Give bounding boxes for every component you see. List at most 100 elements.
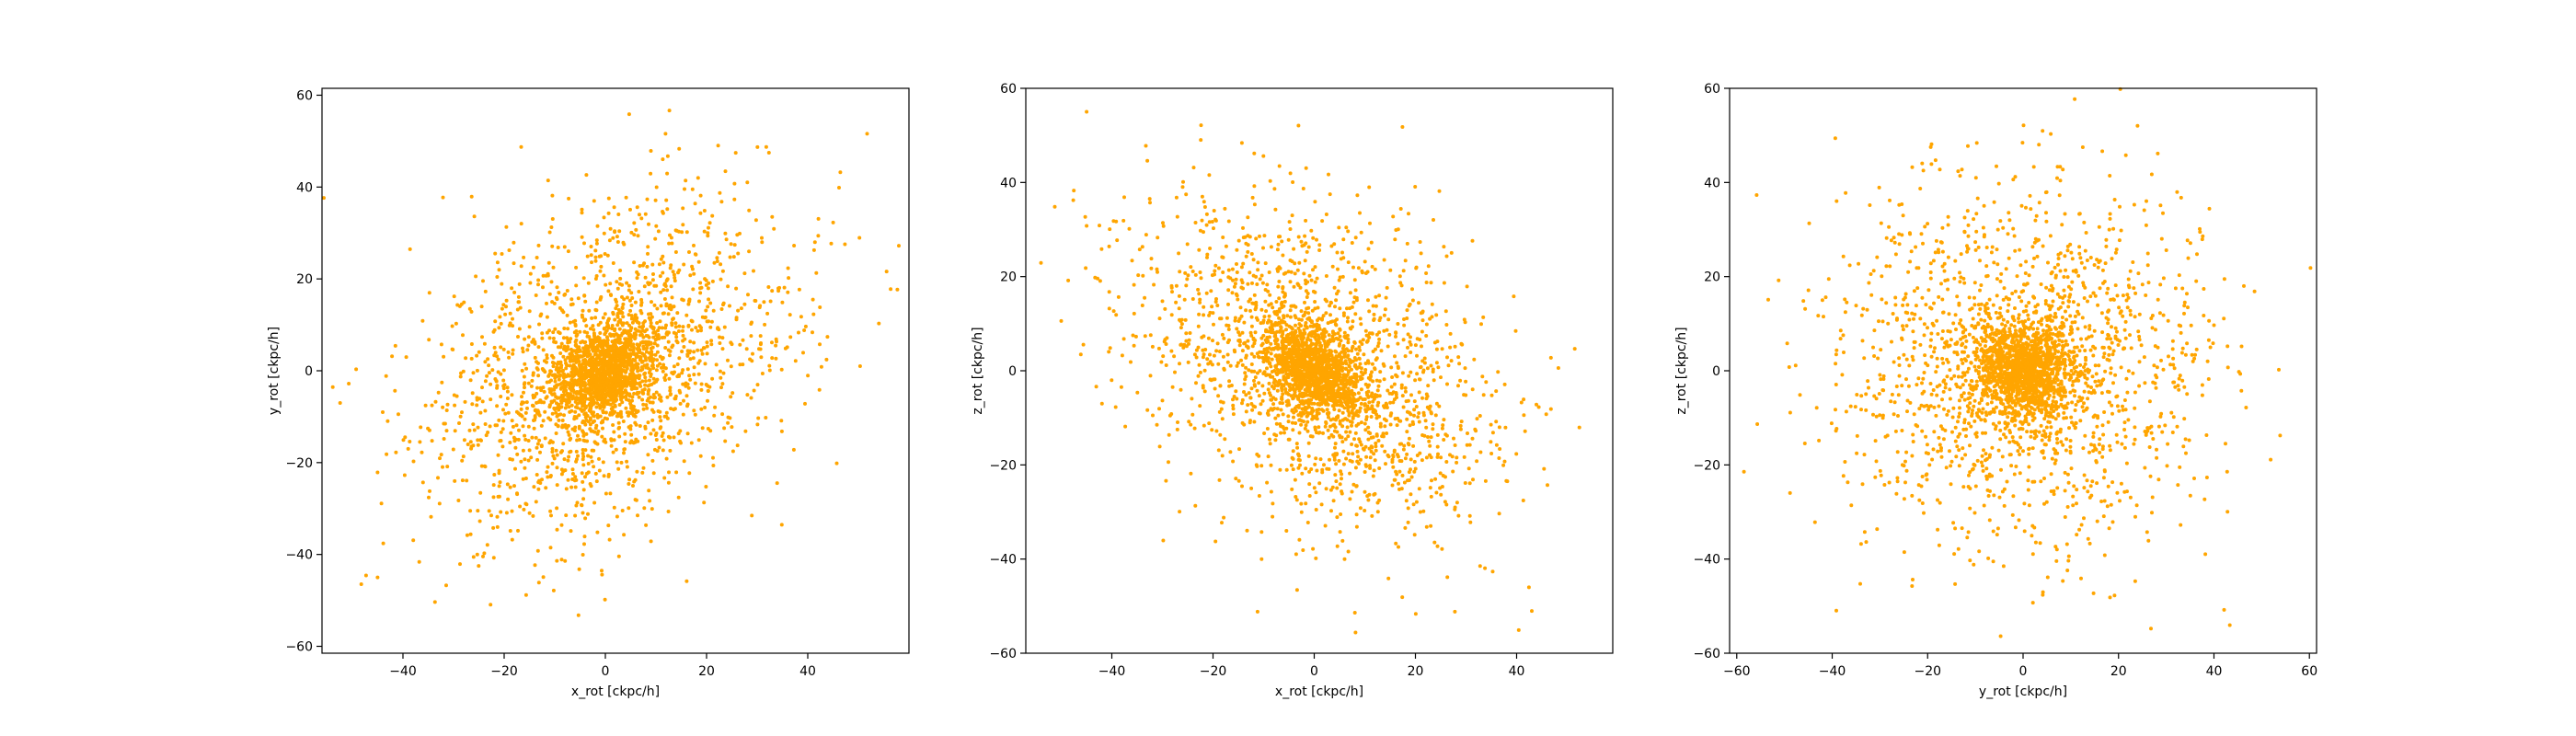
scatter-point [627, 112, 631, 117]
scatter-point [1190, 270, 1195, 273]
scatter-point [1369, 240, 1374, 245]
scatter-point [330, 385, 335, 389]
scatter-point [1281, 286, 1285, 291]
scatter-point [632, 221, 637, 225]
scatter-point [690, 328, 694, 332]
scatter-point [543, 436, 547, 441]
scatter-point [676, 329, 681, 333]
scatter-point [1374, 432, 1379, 437]
scatter-point [1483, 566, 1488, 570]
scatter-point [605, 377, 610, 382]
scatter-point [616, 319, 621, 324]
scatter-point [533, 339, 537, 344]
scatter-point [612, 430, 616, 434]
scatter-point [687, 374, 692, 378]
scatter-point [652, 341, 657, 346]
scatter-point [1432, 378, 1436, 383]
scatter-point [1489, 452, 1494, 455]
scatter-point [606, 211, 611, 215]
scatter-point [646, 251, 650, 256]
scatter-point [537, 413, 542, 418]
scatter-point [767, 368, 772, 373]
scatter-point [1242, 390, 1246, 394]
scatter-point [581, 454, 586, 459]
scatter-point [698, 193, 703, 198]
scatter-point [497, 471, 501, 476]
x-tick-label: 40 [799, 664, 816, 679]
scatter-point [636, 234, 640, 238]
scatter-point [567, 432, 571, 437]
scatter-point [509, 431, 513, 435]
scatter-point [1249, 362, 1254, 366]
scatter-point [1207, 421, 1212, 426]
scatter-point [1240, 397, 1245, 402]
scatter-point [529, 455, 534, 460]
scatter-point [1416, 415, 1420, 420]
scatter-point [1317, 425, 1321, 430]
scatter-point [1107, 290, 1111, 294]
x-tick-label: −40 [389, 664, 417, 679]
scatter-point [617, 229, 622, 234]
scatter-point [1332, 242, 1337, 247]
scatter-point [523, 417, 527, 421]
scatter-point [674, 228, 679, 233]
scatter-point [713, 405, 718, 409]
scatter-point [729, 242, 733, 247]
scatter-point [471, 443, 476, 448]
scatter-point [1279, 431, 1283, 435]
scatter-point [593, 351, 598, 356]
scatter-point [550, 193, 555, 198]
scatter-point [469, 356, 474, 361]
scatter-point [1342, 330, 1347, 335]
scatter-point [1157, 316, 1162, 321]
scatter-point [600, 569, 604, 573]
scatter-point [1340, 250, 1344, 255]
scatter-point [467, 306, 472, 311]
scatter-point [634, 332, 638, 337]
scatter-point [583, 389, 588, 394]
scatter-point [710, 376, 715, 381]
scatter-point [545, 301, 548, 305]
scatter-point [393, 343, 397, 348]
scatter-point [622, 330, 627, 335]
scatter-point [1351, 265, 1355, 270]
scatter-point [654, 438, 659, 442]
scatter-point [1521, 499, 1525, 502]
scatter-point [627, 313, 631, 317]
scatter-point [520, 395, 523, 399]
scatter-point [775, 481, 779, 486]
scatter-point [397, 412, 400, 417]
scatter-point [516, 437, 521, 442]
scatter-point [1335, 515, 1340, 520]
scatter-point [602, 403, 605, 408]
scatter-point [584, 324, 589, 328]
scatter-point [347, 382, 351, 385]
scatter-point [476, 425, 480, 430]
scatter-point [622, 533, 627, 537]
scatter-point [646, 342, 650, 347]
scatter-point [1333, 442, 1338, 446]
scatter-point [592, 414, 596, 419]
scatter-point [1420, 329, 1424, 334]
scatter-point [1239, 285, 1244, 290]
scatter-point [628, 363, 633, 367]
scatter-point [418, 440, 422, 444]
scatter-point [1317, 316, 1321, 321]
scatter-point [590, 459, 594, 464]
scatter-point [423, 403, 428, 408]
scatter-point [585, 330, 590, 335]
scatter-point [582, 375, 587, 380]
scatter-point [721, 371, 726, 375]
scatter-point [1348, 306, 1352, 311]
scatter-point [632, 260, 637, 265]
scatter-point [467, 428, 472, 432]
scatter-point [1294, 323, 1297, 328]
scatter-point [1295, 268, 1300, 272]
scatter-point [1359, 420, 1363, 425]
scatter-point [547, 405, 552, 409]
scatter-point [643, 275, 648, 280]
scatter-point [385, 419, 390, 423]
scatter-point [575, 438, 580, 443]
scatter-point [1406, 345, 1409, 350]
scatter-point [578, 373, 582, 377]
